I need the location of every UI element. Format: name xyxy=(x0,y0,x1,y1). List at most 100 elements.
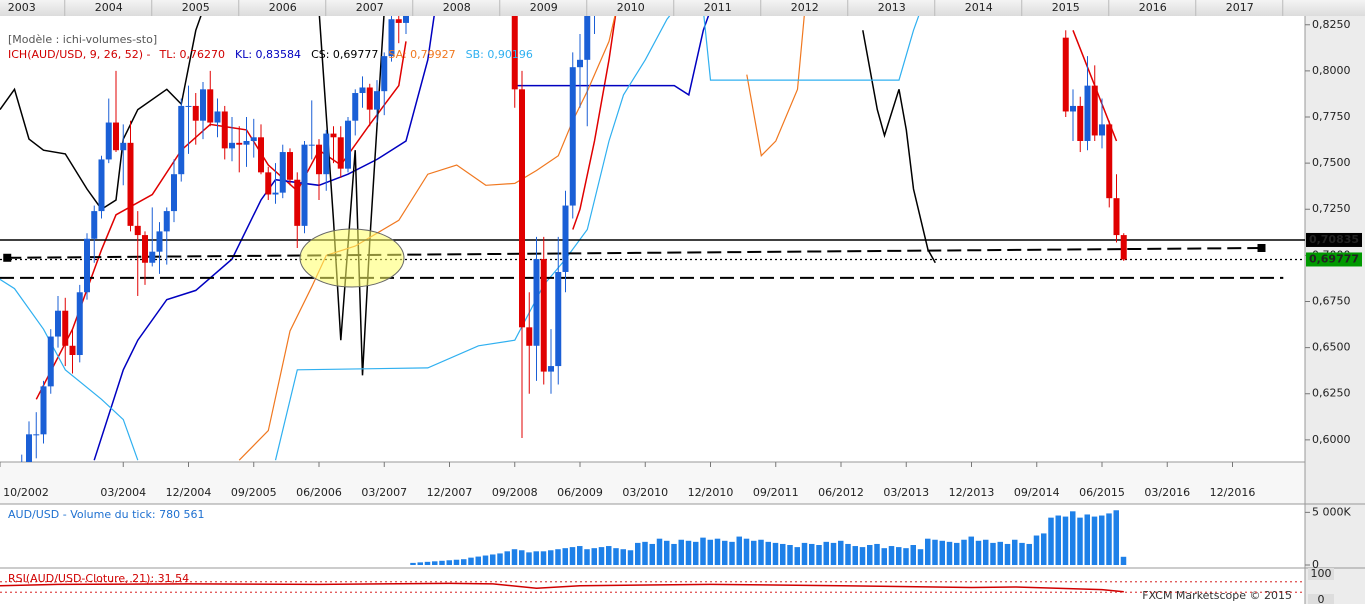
candle-body xyxy=(192,105,199,121)
volume-bar xyxy=(417,562,423,565)
volume-bar xyxy=(765,541,771,565)
volume-bar xyxy=(642,541,648,565)
volume-bar xyxy=(700,537,706,565)
candle-body xyxy=(33,434,40,436)
volume-bar xyxy=(896,547,902,565)
year-tick-label: 2010 xyxy=(617,1,645,14)
volume-bar xyxy=(439,560,445,565)
volume-bar xyxy=(1019,542,1025,565)
x-tick-label: 10/2002 xyxy=(3,486,49,499)
volume-bar xyxy=(671,543,677,565)
volume-bar xyxy=(613,548,619,565)
legend-item: KL: 0,83584 xyxy=(235,48,301,61)
volume-bar xyxy=(816,545,822,565)
indicator-line xyxy=(35,16,1118,400)
volume-bar xyxy=(497,553,503,565)
x-tick-label: 06/2006 xyxy=(296,486,342,499)
candle-body xyxy=(149,251,156,263)
volume-bar xyxy=(475,556,481,565)
candle-body xyxy=(26,434,32,462)
x-tick-label: 12/2004 xyxy=(166,486,212,499)
candle-body xyxy=(287,152,293,180)
volume-bar xyxy=(533,551,539,565)
volume-bar xyxy=(1033,535,1040,565)
volume-bar xyxy=(925,538,931,565)
volume-bar xyxy=(743,538,750,565)
indicator-line xyxy=(238,16,805,461)
candle-body xyxy=(120,142,127,151)
candle-body xyxy=(403,16,409,23)
candle-body xyxy=(171,174,177,212)
x-tick-label: 03/2010 xyxy=(622,486,668,499)
volume-bar xyxy=(1055,515,1061,565)
candle-body xyxy=(178,105,185,175)
volume-bar xyxy=(453,559,460,565)
y-tick-label: 0,8250 xyxy=(1312,18,1351,31)
year-tick-label: 2006 xyxy=(269,1,297,14)
candle-body xyxy=(98,159,105,212)
y-tick-label: 0,7500 xyxy=(1312,156,1351,169)
candle-body xyxy=(84,238,90,293)
volume-bar xyxy=(504,551,510,565)
volume-bar xyxy=(888,546,895,565)
volume-bar xyxy=(424,561,431,565)
line-endpoint xyxy=(3,253,12,262)
candle-body xyxy=(156,231,163,252)
volume-bar xyxy=(1041,533,1047,565)
x-tick-label: 09/2005 xyxy=(231,486,277,499)
candle-body xyxy=(76,292,83,355)
volume-bar xyxy=(772,542,779,565)
y-tick-label: 0,6750 xyxy=(1312,294,1351,307)
candle-body xyxy=(265,172,272,195)
volume-bar xyxy=(954,542,960,565)
volume-bar xyxy=(852,546,858,565)
volume-bar xyxy=(758,539,764,565)
candle-body xyxy=(91,211,98,239)
candle-body xyxy=(1106,124,1113,199)
volume-bar xyxy=(801,542,808,565)
candle-body xyxy=(577,59,583,68)
volume-bar xyxy=(649,543,655,565)
candle-body xyxy=(519,89,525,328)
volume-bar xyxy=(461,559,467,565)
rsi-tick-box xyxy=(1308,568,1334,580)
volume-bar xyxy=(809,543,815,565)
volume-bar xyxy=(606,546,612,565)
plot-area xyxy=(0,16,1305,462)
candle-body xyxy=(40,386,47,435)
volume-bar xyxy=(997,541,1003,565)
candle-body xyxy=(134,225,141,236)
candle-body xyxy=(221,111,228,149)
candle-body xyxy=(163,211,170,232)
footer: FXCM Marketscope © 2015 xyxy=(1142,589,1292,602)
x-tick-label: 09/2008 xyxy=(492,486,538,499)
volume-bar xyxy=(562,548,568,565)
x-tick-label: 03/2016 xyxy=(1144,486,1190,499)
volume-bar xyxy=(1026,543,1032,565)
volume-bar xyxy=(526,552,532,565)
year-tick-label: 2012 xyxy=(791,1,819,14)
date-strip xyxy=(0,462,1305,504)
candle-body xyxy=(540,259,547,372)
volume-tick-label: 5 000K xyxy=(1312,505,1351,518)
volume-bar xyxy=(540,551,547,565)
volume-bar xyxy=(975,540,982,565)
volume-tick-label: 0 xyxy=(1312,558,1319,571)
candle-body xyxy=(214,111,221,123)
candle-body xyxy=(113,122,119,151)
candle-body xyxy=(359,87,366,94)
volume-bar xyxy=(620,549,626,565)
candle-body xyxy=(69,345,76,355)
volume-bar xyxy=(664,540,670,565)
candle-body xyxy=(301,144,308,226)
volume-bar xyxy=(838,540,844,565)
candle-body xyxy=(250,137,257,141)
x-tick-label: 03/2013 xyxy=(883,486,929,499)
year-tick-label: 2017 xyxy=(1226,1,1254,14)
volume-bar xyxy=(446,560,452,565)
volume-bar xyxy=(830,542,837,565)
volume-bar xyxy=(932,539,938,565)
volume-bar xyxy=(1106,513,1112,565)
volume-bar xyxy=(983,539,989,565)
volume-bar xyxy=(482,555,489,565)
